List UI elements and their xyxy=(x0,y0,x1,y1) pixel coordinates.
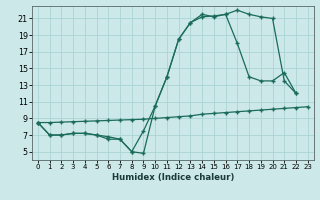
X-axis label: Humidex (Indice chaleur): Humidex (Indice chaleur) xyxy=(112,173,234,182)
